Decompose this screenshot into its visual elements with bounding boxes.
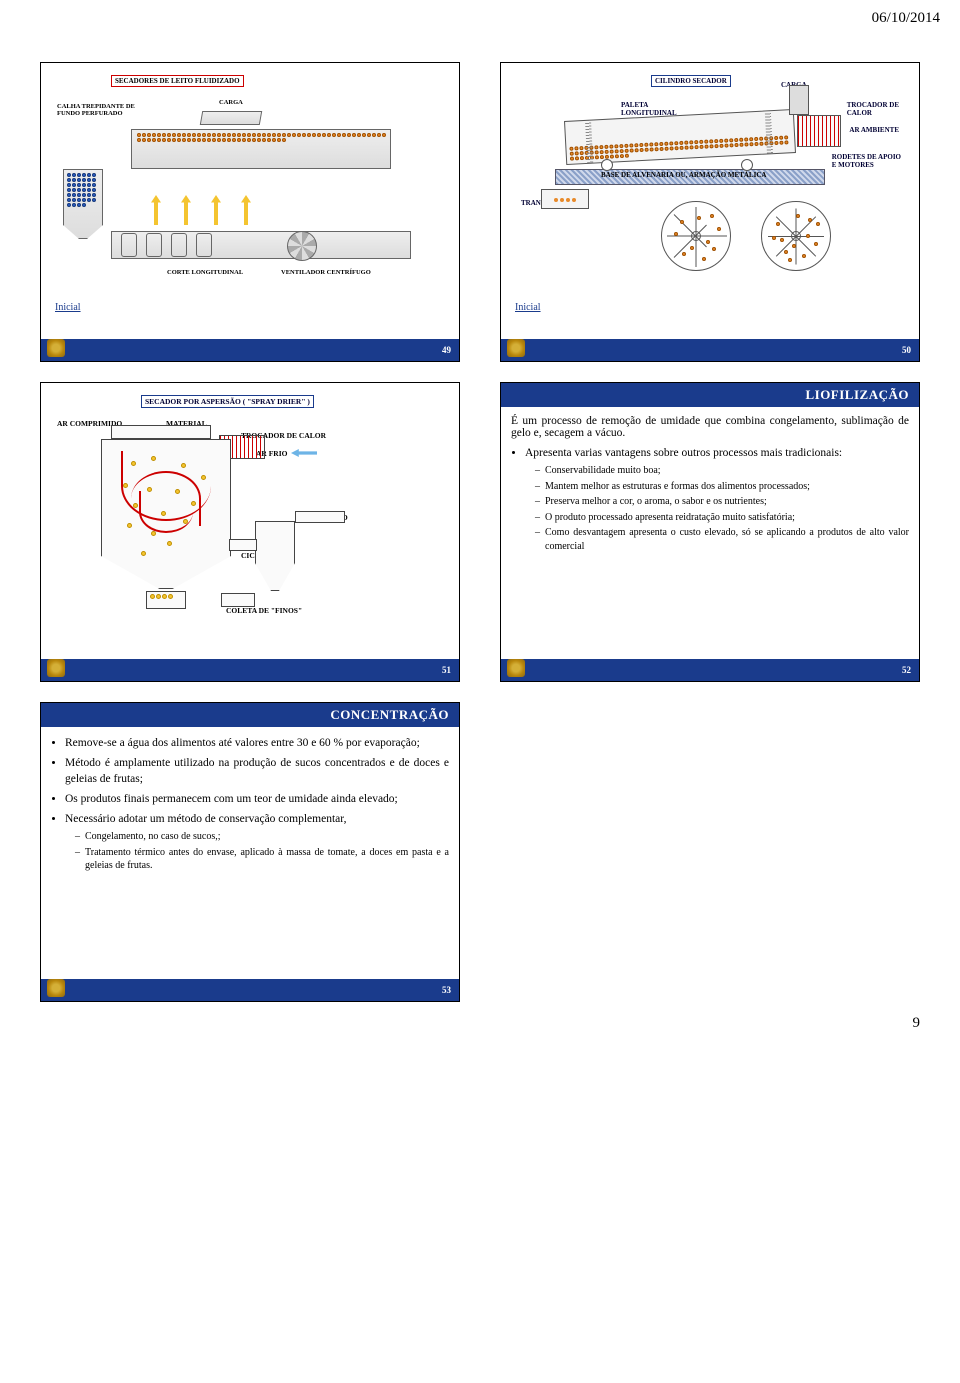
text-intro: É um processo de remoção de umidade que …	[511, 415, 909, 439]
slide-footer: 51	[41, 659, 459, 681]
label-calha: CALHA TREPIDANTE DE FUNDO PERFURADO	[57, 103, 135, 117]
label-base: BASE DE ALVENARIA OU, ARMAÇÃO METÁLICA	[601, 171, 766, 179]
bullet: Remove-se a água dos alimentos até valor…	[65, 735, 449, 751]
bullet: Necessário adotar um método de conservaç…	[65, 811, 449, 873]
sub-bullet: Tratamento térmico antes do envase, apli…	[75, 846, 449, 873]
diagram-spray-drier: SECADOR POR ASPERSÃO ( "SPRAY DRIER" ) A…	[51, 391, 449, 651]
bullet-text: Apresenta varias vantagens sobre outros …	[525, 447, 842, 459]
label-coleta: COLETA DE "FINOS"	[226, 606, 302, 615]
slide-footer: 50	[501, 339, 919, 361]
slide-49: SECADORES DE LEITO FLUIDIZADO CALHA TREP…	[40, 62, 460, 362]
sub-bullet: O produto processado apresenta reidrataç…	[535, 511, 909, 525]
date-header: 06/10/2014	[0, 0, 960, 32]
diagram-fluidized-bed: SECADORES DE LEITO FLUIDIZADO CALHA TREP…	[51, 71, 449, 331]
slide-51: SECADOR POR ASPERSÃO ( "SPRAY DRIER" ) A…	[40, 382, 460, 682]
slide-50: CILINDRO SECADOR CARGA PALETA LONGITUDIN…	[500, 62, 920, 362]
label-carga: CARGA	[219, 99, 243, 106]
sub-bullet: Congelamento, no caso de sucos,;	[75, 830, 449, 844]
inicial-link[interactable]: Inicial	[515, 302, 541, 313]
slide-53: CONCENTRAÇÃO Remove-se a água dos alimen…	[40, 702, 460, 1002]
slide-52: LIOFILIZAÇÃO É um processo de remoção de…	[500, 382, 920, 682]
crest-icon	[507, 659, 525, 677]
slide-footer: 52	[501, 659, 919, 681]
bullet-advantages: Apresenta varias vantagens sobre outros …	[525, 445, 909, 553]
crest-icon	[47, 339, 65, 357]
label-title: SECADOR POR ASPERSÃO ( "SPRAY DRIER" )	[141, 395, 314, 408]
slide-number: 50	[902, 345, 911, 355]
bullet: Método é amplamente utilizado na produçã…	[65, 755, 449, 787]
label-rodetes: RODETES DE APOIO E MOTORES	[832, 153, 901, 169]
label-cilindro: CILINDRO SECADOR	[651, 75, 731, 87]
sub-bullet: Mantem melhor as estruturas e formas dos…	[535, 480, 909, 494]
slide-footer: 49	[41, 339, 459, 361]
sub-bullet: Como desvantagem apresenta o custo eleva…	[535, 526, 909, 553]
crest-icon	[47, 659, 65, 677]
slide-number: 49	[442, 345, 451, 355]
sub-bullet: Conservabilidade muito boa;	[535, 464, 909, 478]
page-number: 9	[913, 1015, 921, 1032]
inicial-link[interactable]: Inicial	[55, 302, 81, 313]
crest-icon	[47, 979, 65, 997]
slide-number: 51	[442, 665, 451, 675]
label-ventilador: VENTILADOR CENTRÍFUGO	[281, 269, 371, 276]
slide-title: CONCENTRAÇÃO	[41, 703, 459, 727]
slide-footer: 53	[41, 979, 459, 1001]
slide-number: 52	[902, 665, 911, 675]
bullet: Os produtos finais permanecem com um teo…	[65, 791, 449, 807]
slide-title: LIOFILIZAÇÃO	[501, 383, 919, 407]
label-trocador: TROCADOR DE CALOR	[847, 101, 899, 117]
label-corte: CORTE LONGITUDINAL	[167, 269, 243, 276]
diagram-rotary-dryer: CILINDRO SECADOR CARGA PALETA LONGITUDIN…	[511, 71, 909, 331]
sub-bullet: Preserva melhor a cor, o aroma, o sabor …	[535, 495, 909, 509]
bullet-text: Necessário adotar um método de conservaç…	[65, 813, 347, 825]
label-title: SECADORES DE LEITO FLUIDIZADO	[111, 75, 244, 87]
slide-number: 53	[442, 985, 451, 995]
crest-icon	[507, 339, 525, 357]
label-ar-ambiente: AR AMBIENTE	[849, 126, 899, 134]
